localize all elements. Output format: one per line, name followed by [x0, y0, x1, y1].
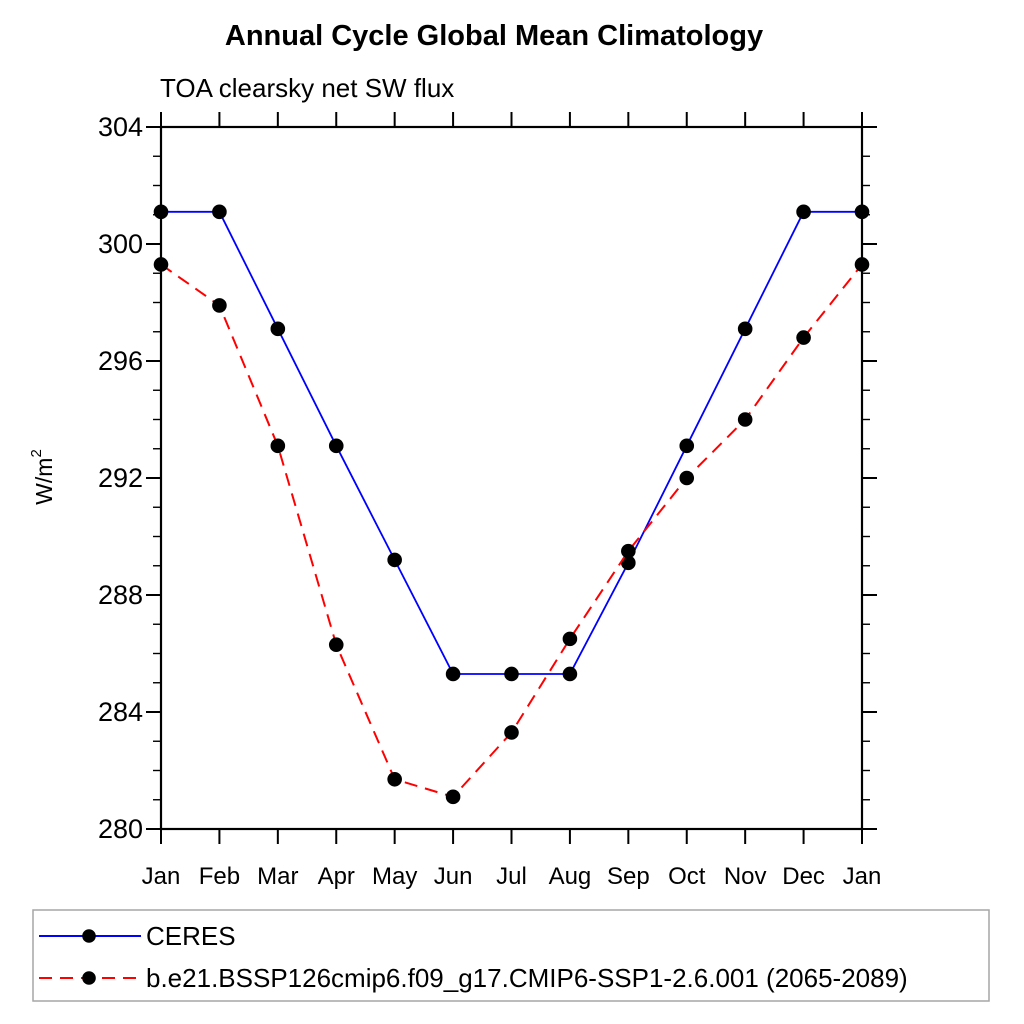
series-0-marker [445, 666, 461, 682]
series-line-1 [160, 263, 863, 798]
x-tick-label: Sep [607, 863, 650, 890]
x-tick-label: Dec [782, 863, 825, 890]
x-tick-label: Jul [496, 863, 527, 890]
series-1-marker [854, 257, 870, 272]
series-line-0 [161, 210, 862, 675]
series-0-marker [679, 438, 695, 454]
chart-subtitle: TOA clearsky net SW flux [160, 73, 454, 103]
series-0-marker [212, 204, 227, 220]
series-0-marker [328, 438, 344, 454]
legend-marker-0 [82, 929, 96, 943]
series-0-marker [796, 204, 811, 220]
series-1-marker [737, 412, 753, 427]
legend-box [32, 909, 990, 1002]
series-1-marker [328, 637, 344, 653]
series-1-marker [212, 298, 227, 313]
series-0-marker [854, 204, 870, 220]
y-tick-label: 304 [98, 112, 143, 142]
x-tick-label: May [372, 863, 417, 890]
x-tick-label: Apr [318, 863, 355, 890]
y-axis-title: W/m2 [28, 449, 57, 505]
x-tick-label: Aug [549, 863, 592, 890]
plot-border [159, 125, 864, 831]
data-series [153, 204, 870, 805]
series-0-marker [270, 321, 286, 337]
series-1-marker [270, 438, 286, 454]
series-0-marker [387, 552, 402, 568]
legend-marker-1 [82, 971, 96, 985]
x-tick-label: Jan [142, 863, 181, 890]
x-tick-label: Feb [199, 863, 240, 890]
series-1-marker [387, 771, 402, 787]
y-tick-label: 288 [98, 580, 143, 610]
series-0-marker [153, 204, 169, 220]
series-1-marker [679, 470, 695, 486]
legend-label-0: CERES [146, 921, 236, 951]
y-tick-label: 300 [98, 229, 143, 259]
legend-label-1: b.e21.BSSP126cmip6.f09_g17.CMIP6-SSP1-2.… [146, 963, 908, 993]
series-1-marker [153, 257, 169, 272]
x-tick-label: Jun [434, 863, 473, 890]
series-1-marker [562, 631, 578, 647]
x-tick-label: Oct [668, 863, 706, 890]
y-tick-label: 296 [98, 346, 143, 376]
series-1-marker [621, 543, 636, 559]
series-1-marker [796, 330, 811, 345]
y-tick-label: 280 [98, 814, 143, 844]
y-tick-label: 284 [98, 697, 143, 727]
x-tick-label: Nov [724, 863, 767, 890]
y-tick-label: 292 [98, 463, 143, 493]
series-0-marker [621, 555, 636, 571]
axes: 280 284 288 292 296 300 304 Jan Feb Mar Apr May Jun J… [28, 112, 881, 890]
x-tick-label: Mar [257, 863, 298, 890]
chart-title: Annual Cycle Global Mean Climatology [225, 20, 763, 52]
series-1-marker [445, 789, 461, 805]
series-1-marker [504, 725, 519, 740]
x-tick-label: Jan [843, 863, 882, 890]
legend: CERES b.e21.BSSP126cmip6.f09_g17.CMIP6-SS… [32, 909, 990, 1002]
series-0-marker [562, 666, 578, 682]
series-0-marker [504, 666, 519, 682]
series-0-marker [737, 321, 753, 337]
